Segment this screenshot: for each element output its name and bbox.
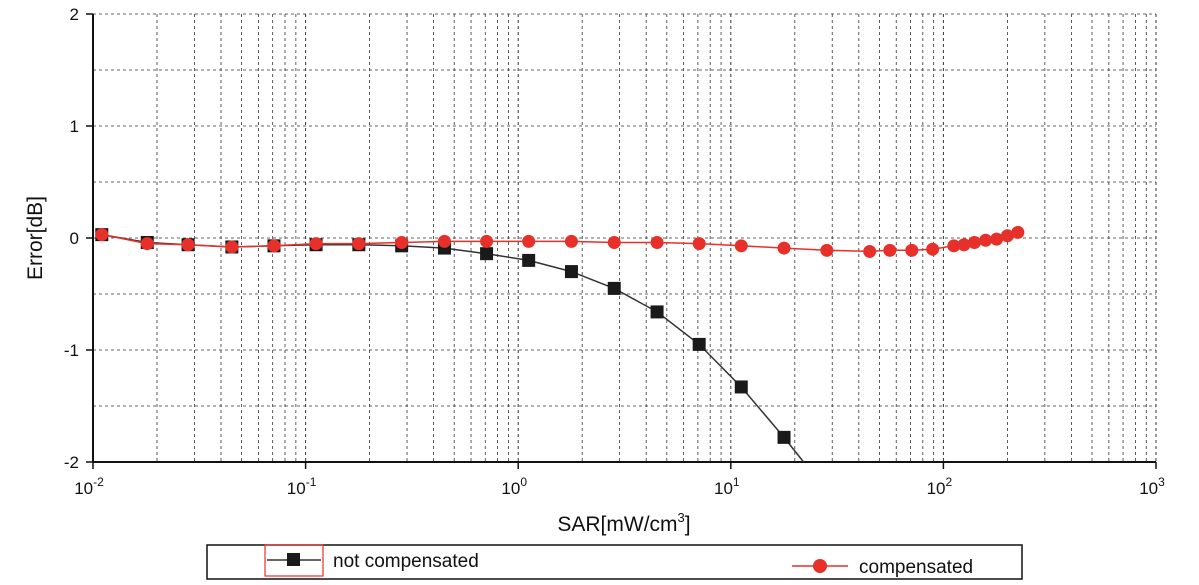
data-point-circle: [947, 239, 961, 253]
x-tick-label-exponent: 3: [1158, 475, 1165, 489]
x-tick-label-exponent: -1: [306, 475, 317, 489]
data-point-circle: [564, 234, 578, 248]
data-point-square: [480, 247, 494, 261]
chart-grid: [93, 13, 1157, 462]
data-point-circle: [777, 241, 791, 255]
y-tick-label: 2: [70, 5, 79, 24]
data-point-circle: [650, 235, 664, 249]
y-tick-label: 0: [70, 229, 79, 248]
legend-box: [206, 544, 1023, 580]
data-point-circle: [967, 235, 981, 249]
data-point-circle: [607, 235, 621, 249]
legend-marker-circle: [813, 559, 827, 573]
data-point-square: [692, 337, 706, 351]
data-point-circle: [522, 234, 536, 248]
x-tick-label: 10-2: [74, 475, 104, 498]
data-point-circle: [734, 239, 748, 253]
data-point-square: [777, 430, 791, 444]
x-tick-label: 100: [501, 475, 527, 498]
y-tick-label: -1: [64, 341, 79, 360]
axis-ticks: 210-1-210-2 10-1 100 101 102 103: [64, 5, 1165, 498]
legend-sample-box: [264, 544, 324, 577]
x-axis-title-end: ]: [685, 513, 691, 536]
x-axis-title-main: SAR[mW/cm: [557, 513, 677, 536]
legend-marker-square: [287, 553, 300, 566]
x-tick-label-exponent: 1: [733, 475, 740, 489]
data-point-square: [607, 281, 621, 295]
data-point-circle: [692, 237, 706, 251]
data-point-square: [522, 253, 536, 267]
data-point-circle: [181, 238, 195, 252]
x-tick-label: 10-1: [287, 475, 317, 498]
data-point-circle: [926, 242, 940, 256]
data-point-circle: [352, 237, 366, 251]
x-tick-label: 101: [714, 475, 740, 498]
data-point-circle: [140, 237, 154, 251]
x-tick-label-exponent: -2: [93, 475, 104, 489]
data-point-circle: [905, 243, 919, 257]
x-tick-label-base: 10: [74, 479, 93, 498]
data-point-square: [734, 380, 748, 394]
data-point-circle: [979, 233, 993, 247]
data-point-circle: [1000, 229, 1014, 243]
data-point-circle: [225, 240, 239, 254]
legend: not compensated compensated: [206, 544, 1023, 580]
data-point-circle: [267, 239, 281, 253]
data-point-circle: [990, 232, 1004, 246]
x-tick-label-exponent: 0: [520, 475, 527, 489]
x-axis-title-sup: 3: [678, 510, 685, 525]
x-tick-label-base: 10: [1139, 479, 1158, 498]
x-tick-label-base: 10: [501, 479, 520, 498]
data-point-circle: [957, 238, 971, 252]
x-tick-label-base: 10: [714, 479, 733, 498]
y-tick-label: -2: [64, 453, 79, 472]
x-tick-label-exponent: 2: [946, 475, 953, 489]
data-point-circle: [437, 234, 451, 248]
data-point-circle: [480, 234, 494, 248]
x-tick-label: 103: [1139, 475, 1165, 498]
data-point-circle: [309, 237, 323, 251]
y-tick-label: 1: [70, 117, 79, 136]
series-layer: [95, 225, 1025, 463]
legend-label-compensated: compensated: [859, 557, 973, 578]
legend-label-not-compensated: not compensated: [333, 551, 479, 572]
y-axis-title: Error[dB]: [24, 196, 47, 280]
data-point-circle: [395, 235, 409, 249]
data-point-square: [564, 265, 578, 279]
data-point-circle: [863, 244, 877, 258]
x-tick-label-base: 10: [927, 479, 946, 498]
x-axis-title: SAR[mW/cm3]: [557, 510, 690, 536]
data-point-square: [650, 305, 664, 319]
data-point-circle: [1011, 225, 1025, 239]
data-point-circle: [820, 243, 834, 257]
x-tick-label-base: 10: [287, 479, 306, 498]
data-point-circle: [883, 243, 897, 257]
x-tick-label: 102: [927, 475, 953, 498]
data-point-circle: [95, 228, 109, 242]
series-1: [95, 225, 1025, 258]
